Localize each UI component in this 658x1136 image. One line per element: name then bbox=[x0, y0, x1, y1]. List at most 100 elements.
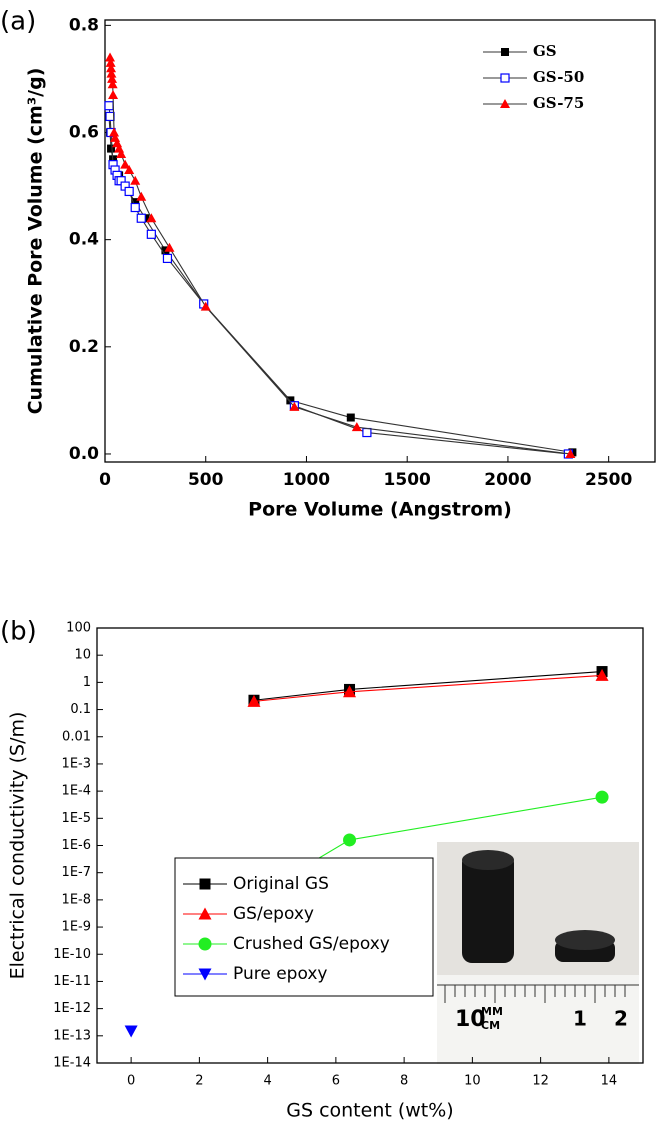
x-tick-label: 2 bbox=[195, 1074, 203, 1089]
marker bbox=[501, 48, 509, 56]
y-axis-label: Cumulative Pore Volume (cm³/g) bbox=[25, 68, 47, 415]
series bbox=[247, 668, 609, 707]
x-axis-label: Pore Volume (Angstrom) bbox=[248, 499, 512, 521]
marker bbox=[565, 448, 576, 458]
inset-label: 10 bbox=[455, 1007, 486, 1032]
inset-label: 1 bbox=[573, 1007, 587, 1031]
marker bbox=[162, 253, 173, 264]
marker bbox=[198, 968, 212, 981]
series bbox=[104, 101, 573, 459]
marker bbox=[107, 73, 118, 83]
marker bbox=[286, 396, 295, 405]
y-tick-label: 0.1 bbox=[70, 702, 91, 717]
x-tick-label: 0 bbox=[127, 1074, 135, 1089]
y-axis-label: Electrical conductivity (S/m) bbox=[7, 712, 29, 980]
marker bbox=[105, 111, 115, 122]
y-tick-label: 0.4 bbox=[69, 230, 99, 250]
y-tick-label: 1E-4 bbox=[62, 784, 91, 799]
marker bbox=[130, 202, 140, 213]
y-tick-label: 1E-12 bbox=[53, 1001, 91, 1016]
marker bbox=[116, 148, 127, 158]
x-tick-label: 2000 bbox=[484, 470, 531, 490]
series bbox=[105, 52, 576, 458]
legend-label: GS-50 bbox=[533, 68, 584, 86]
x-axis-label: GS content (wt%) bbox=[286, 1100, 453, 1122]
marker bbox=[109, 127, 120, 137]
marker bbox=[199, 878, 211, 890]
series bbox=[124, 1025, 138, 1038]
y-tick-label: 0.8 bbox=[69, 15, 99, 35]
series-line bbox=[253, 674, 603, 702]
series bbox=[105, 112, 577, 457]
legend-label: Crushed GS/epoxy bbox=[233, 934, 390, 954]
x-tick-label: 10 bbox=[464, 1074, 481, 1089]
marker bbox=[105, 57, 116, 67]
marker bbox=[146, 229, 156, 239]
x-tick-label: 6 bbox=[332, 1074, 340, 1089]
marker bbox=[500, 99, 510, 108]
inset-label: CM bbox=[481, 1019, 500, 1032]
x-tick-label: 0 bbox=[99, 470, 111, 490]
marker bbox=[136, 213, 146, 223]
y-tick-label: 1E-8 bbox=[62, 892, 91, 907]
y-tick-label: 1E-3 bbox=[62, 756, 91, 771]
legend-box bbox=[174, 857, 434, 997]
series-line bbox=[108, 105, 569, 455]
y-tick-label: 1E-14 bbox=[53, 1056, 91, 1071]
legend-label: GS/epoxy bbox=[233, 904, 314, 924]
marker bbox=[120, 159, 131, 169]
panel-label: (a) bbox=[0, 7, 36, 37]
x-tick-label: 8 bbox=[400, 1074, 408, 1089]
marker bbox=[346, 413, 355, 422]
marker bbox=[343, 833, 357, 847]
marker bbox=[130, 175, 141, 185]
marker bbox=[136, 191, 147, 201]
marker bbox=[124, 186, 134, 197]
x-tick-label: 4 bbox=[263, 1074, 271, 1089]
y-tick-label: 1E-10 bbox=[53, 947, 91, 962]
marker bbox=[198, 907, 212, 920]
inset-label: 2 bbox=[614, 1007, 628, 1031]
marker bbox=[351, 422, 362, 432]
marker bbox=[500, 73, 510, 83]
marker bbox=[343, 685, 357, 698]
marker bbox=[124, 165, 135, 175]
x-tick-label: 500 bbox=[188, 470, 224, 490]
marker bbox=[146, 213, 157, 223]
y-tick-label: 1E-13 bbox=[53, 1028, 91, 1043]
y-tick-label: 1E-5 bbox=[62, 811, 91, 826]
y-tick-label: 100 bbox=[66, 621, 91, 636]
marker bbox=[105, 52, 116, 62]
marker bbox=[108, 90, 119, 100]
x-tick-label: 14 bbox=[601, 1074, 618, 1089]
marker bbox=[106, 63, 117, 73]
y-tick-label: 1E-11 bbox=[53, 974, 91, 989]
legend-label: Original GS bbox=[233, 874, 329, 894]
y-tick-label: 0.0 bbox=[69, 444, 99, 464]
x-tick-label: 1000 bbox=[283, 470, 330, 490]
marker bbox=[104, 101, 114, 111]
marker bbox=[198, 937, 212, 951]
x-tick-label: 1500 bbox=[384, 470, 431, 490]
y-tick-label: 1E-7 bbox=[62, 865, 91, 880]
y-tick-label: 10 bbox=[74, 648, 91, 663]
series-line bbox=[108, 116, 573, 453]
plot-frame bbox=[104, 19, 656, 463]
marker bbox=[247, 694, 261, 707]
marker bbox=[124, 1025, 138, 1038]
marker bbox=[107, 79, 118, 89]
series-line bbox=[109, 57, 571, 455]
legend-label: Pure epoxy bbox=[233, 964, 327, 984]
series bbox=[248, 666, 608, 706]
inset-label: MM bbox=[481, 1005, 503, 1018]
x-tick-label: 2500 bbox=[585, 470, 632, 490]
marker bbox=[289, 401, 300, 411]
y-tick-label: 0.01 bbox=[62, 729, 91, 744]
y-tick-label: 0.6 bbox=[69, 123, 99, 143]
panel-label: (b) bbox=[0, 617, 37, 647]
marker bbox=[107, 144, 116, 153]
y-tick-label: 0.2 bbox=[69, 337, 99, 357]
marker bbox=[164, 242, 175, 252]
x-tick-label: 12 bbox=[532, 1074, 549, 1089]
